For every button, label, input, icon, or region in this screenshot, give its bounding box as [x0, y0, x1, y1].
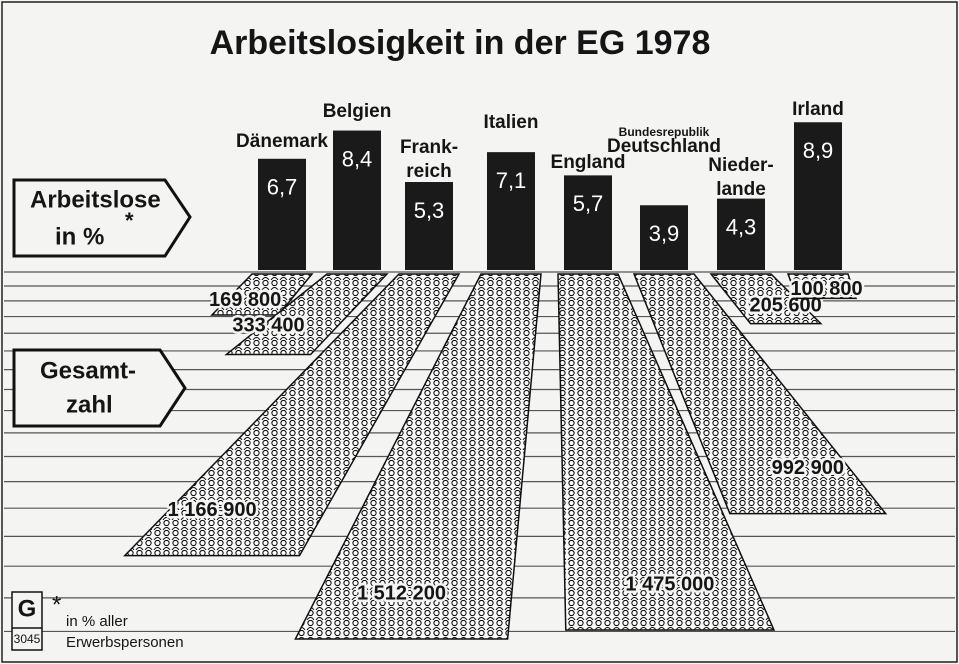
total-label: Gesamt- [40, 357, 136, 384]
value-label: 3,9 [649, 221, 680, 246]
total-label: 1 166 900 [168, 499, 257, 521]
category-label: Dänemark [236, 131, 328, 152]
category-label: Nieder- [708, 155, 773, 176]
category-label: Frank- [400, 137, 458, 158]
category-label: lande [716, 179, 766, 200]
footnote: in % aller [66, 613, 128, 630]
chart-title: Arbeitslosigkeit in der EG 1978 [210, 24, 711, 62]
bar [405, 182, 453, 270]
percent-label: in % [55, 223, 104, 250]
category-label: Deutschland [607, 136, 721, 157]
total-label: 100 800 [790, 278, 862, 300]
percent-label-box: Arbeitslose in % * [14, 180, 190, 256]
total-label: 1 512 200 [357, 582, 446, 604]
total-label: zahl [66, 391, 113, 418]
value-label: 8,9 [803, 138, 834, 163]
category-label: reich [406, 161, 451, 182]
value-label: 5,3 [414, 198, 445, 223]
category-label: Belgien [323, 101, 392, 122]
category-label: Italien [484, 112, 539, 133]
category-label: Irland [792, 99, 844, 120]
value-label: 4,3 [726, 214, 757, 239]
logo: G 3045 [12, 592, 42, 650]
total-label: 333 400 [232, 315, 304, 337]
percent-label: * [125, 208, 134, 233]
value-label: 6,7 [267, 175, 298, 200]
logo-letter: G [18, 595, 37, 622]
total-label: 1 475 000 [625, 573, 714, 595]
value-label: 8,4 [342, 146, 373, 171]
source-code: 3045 [14, 632, 41, 646]
footnote-star: * [52, 591, 61, 618]
value-label: 5,7 [573, 191, 604, 216]
value-label: 7,1 [496, 168, 527, 193]
footnote: Erwerbspersonen [66, 634, 184, 651]
total-label: 992 900 [772, 457, 844, 479]
total-label-box: Gesamt- zahl [14, 350, 185, 426]
chart: Arbeitslosigkeit in der EG 1978 Arbeitsl… [0, 0, 959, 664]
page: Arbeitslosigkeit in der EG 1978 Arbeitsl… [0, 0, 959, 664]
bar [564, 175, 612, 270]
total-label: 169 800 [209, 289, 281, 311]
percent-label: Arbeitslose [30, 186, 161, 213]
